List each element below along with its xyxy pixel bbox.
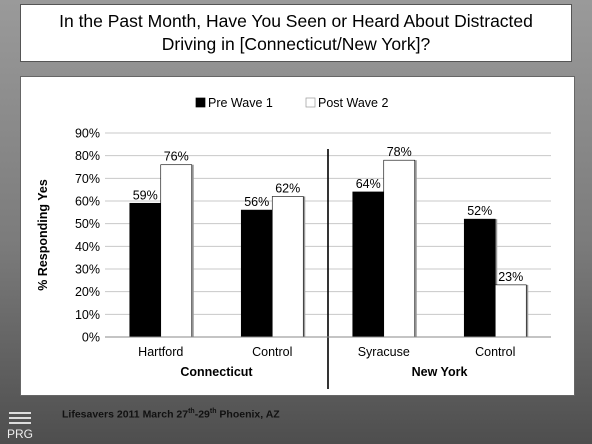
legend: Pre Wave 1 Post Wave 2 bbox=[195, 96, 388, 110]
y-tick-label: 80% bbox=[75, 149, 100, 163]
bar-pre-wave-1 bbox=[352, 191, 385, 338]
title-text: In the Past Month, Have You Seen or Hear… bbox=[59, 11, 533, 54]
group-label: New York bbox=[412, 365, 468, 379]
bar-data-label: 23% bbox=[498, 270, 523, 284]
logo-text: PRG bbox=[7, 427, 33, 440]
slide-title: In the Past Month, Have You Seen or Hear… bbox=[20, 4, 572, 62]
bar-chart: 0% 10% 20% 30% 40% 50% 60% 70% 80% 90% 59% 76% 56% 6… bbox=[36, 96, 551, 389]
bar-data-label: 78% bbox=[387, 145, 412, 159]
group-label: Connecticut bbox=[180, 365, 253, 379]
x-tick-label: Syracuse bbox=[358, 345, 410, 359]
x-tick-label: Control bbox=[475, 345, 515, 359]
bar-post-wave-2 bbox=[160, 164, 193, 338]
y-tick-label: 0% bbox=[82, 331, 100, 345]
group-labels: Connecticut New York bbox=[180, 365, 467, 379]
y-tick-label: 20% bbox=[75, 285, 100, 299]
x-tick-labels: Hartford Control Syracuse Control bbox=[138, 345, 515, 359]
bars bbox=[129, 159, 529, 338]
legend-label: Pre Wave 1 bbox=[208, 96, 273, 110]
legend-label: Post Wave 2 bbox=[318, 96, 388, 110]
bar-pre-wave-1 bbox=[240, 209, 273, 338]
bar-pre-wave-1 bbox=[129, 202, 162, 338]
y-tick-label: 90% bbox=[75, 127, 100, 141]
bar-data-label: 52% bbox=[467, 204, 492, 218]
bar-post-wave-2 bbox=[383, 159, 416, 338]
bar-post-wave-2 bbox=[271, 196, 304, 338]
legend-swatch bbox=[195, 97, 206, 108]
bar-data-label: 56% bbox=[244, 195, 269, 209]
bar-data-labels: 59% 76% 56% 62% 64% 78% 52% 23% bbox=[133, 145, 524, 284]
bar-data-label: 62% bbox=[275, 181, 300, 195]
y-tick-label: 50% bbox=[75, 217, 100, 231]
y-tick-label: 60% bbox=[75, 195, 100, 209]
bar-pre-wave-1 bbox=[463, 218, 496, 338]
y-tick-label: 70% bbox=[75, 172, 100, 186]
footer: PRG Lifesavers 2011 March 27th-29th Phoe… bbox=[0, 396, 592, 444]
prg-logo: PRG bbox=[7, 412, 33, 440]
y-tick-label: 10% bbox=[75, 308, 100, 322]
x-tick-label: Control bbox=[252, 345, 292, 359]
legend-swatch bbox=[305, 97, 316, 108]
bar-data-label: 64% bbox=[356, 177, 381, 191]
bar-data-label: 76% bbox=[164, 150, 189, 164]
y-tick-labels: 0% 10% 20% 30% 40% 50% 60% 70% 80% 90% bbox=[75, 127, 100, 345]
bar-post-wave-2 bbox=[494, 284, 527, 338]
y-tick-label: 30% bbox=[75, 263, 100, 277]
x-tick-label: Hartford bbox=[138, 345, 183, 359]
y-axis-label: % Responding Yes bbox=[36, 179, 50, 291]
event-caption: Lifesavers 2011 March 27th-29th Phoenix,… bbox=[62, 408, 280, 421]
y-tick-label: 40% bbox=[75, 240, 100, 254]
bar-data-label: 59% bbox=[133, 188, 158, 202]
chart-panel: 0% 10% 20% 30% 40% 50% 60% 70% 80% 90% 59% 76% 56% 6… bbox=[20, 76, 575, 396]
